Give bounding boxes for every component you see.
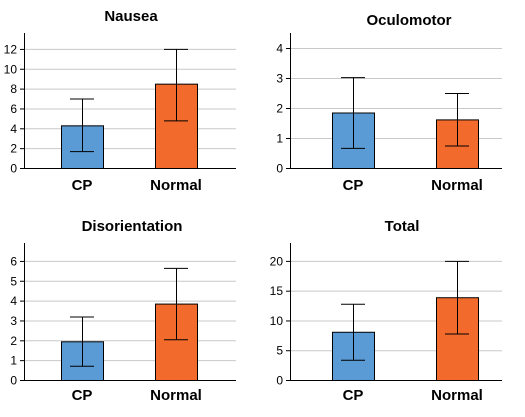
error-bar-cp [341, 77, 365, 149]
chart-nausea: Nausea 0 2 4 6 8 10 12 CP Normal [4, 8, 236, 194]
y-tick-label: 0 [10, 374, 17, 388]
y-tick-label: 1 [10, 354, 17, 368]
category-label: Normal [431, 387, 483, 404]
category-label: Normal [150, 387, 202, 404]
y-tick-label: 6 [10, 102, 17, 116]
error-bar-normal [164, 48, 188, 122]
y-tick-label: 0 [276, 374, 283, 388]
category-label: CP [343, 387, 364, 404]
error-bar-normal [445, 260, 469, 335]
y-tick-label: 10 [4, 62, 18, 76]
error-bar-cp [70, 98, 94, 153]
y-tick-label: 2 [10, 334, 17, 348]
y-tick-label: 12 [4, 42, 18, 56]
chart-title: Total [385, 218, 420, 235]
y-tick-label: 2 [10, 142, 17, 156]
y-tick-label: 4 [276, 42, 283, 56]
y-tick-label: 5 [10, 274, 17, 288]
category-label: CP [72, 387, 93, 404]
y-tick-label: 8 [10, 82, 17, 96]
y-tick-label: 4 [10, 294, 17, 308]
chart-disorientation: Disorientation 0 1 2 3 4 5 6 CP Normal [10, 218, 236, 404]
category-label: Normal [150, 177, 202, 194]
y-tick-label: 0 [10, 162, 17, 176]
chart-title: Oculomotor [367, 12, 452, 29]
chart-oculomotor: Oculomotor 0 1 2 3 4 CP Normal [276, 12, 502, 194]
category-label: CP [72, 177, 93, 194]
y-tick-label: 1 [276, 132, 283, 146]
error-bar-normal [164, 267, 188, 341]
y-tick-label: 10 [270, 314, 284, 328]
error-bar-cp [70, 316, 94, 367]
y-tick-label: 5 [276, 344, 283, 358]
chart-title: Disorientation [82, 218, 183, 235]
category-label: CP [343, 177, 364, 194]
y-tick-label: 0 [276, 162, 283, 176]
error-bar-cp [341, 303, 365, 361]
chart-total: Total 0 5 10 15 20 CP Normal [270, 218, 502, 404]
y-tick-label: 3 [10, 314, 17, 328]
y-tick-label: 4 [10, 122, 17, 136]
chart-title: Nausea [104, 8, 158, 25]
y-tick-label: 15 [270, 284, 284, 298]
error-bar-normal [445, 93, 469, 147]
y-tick-label: 6 [10, 254, 17, 268]
y-tick-label: 2 [276, 102, 283, 116]
category-label: Normal [431, 177, 483, 194]
y-tick-label: 3 [276, 72, 283, 86]
y-tick-label: 20 [270, 254, 284, 268]
